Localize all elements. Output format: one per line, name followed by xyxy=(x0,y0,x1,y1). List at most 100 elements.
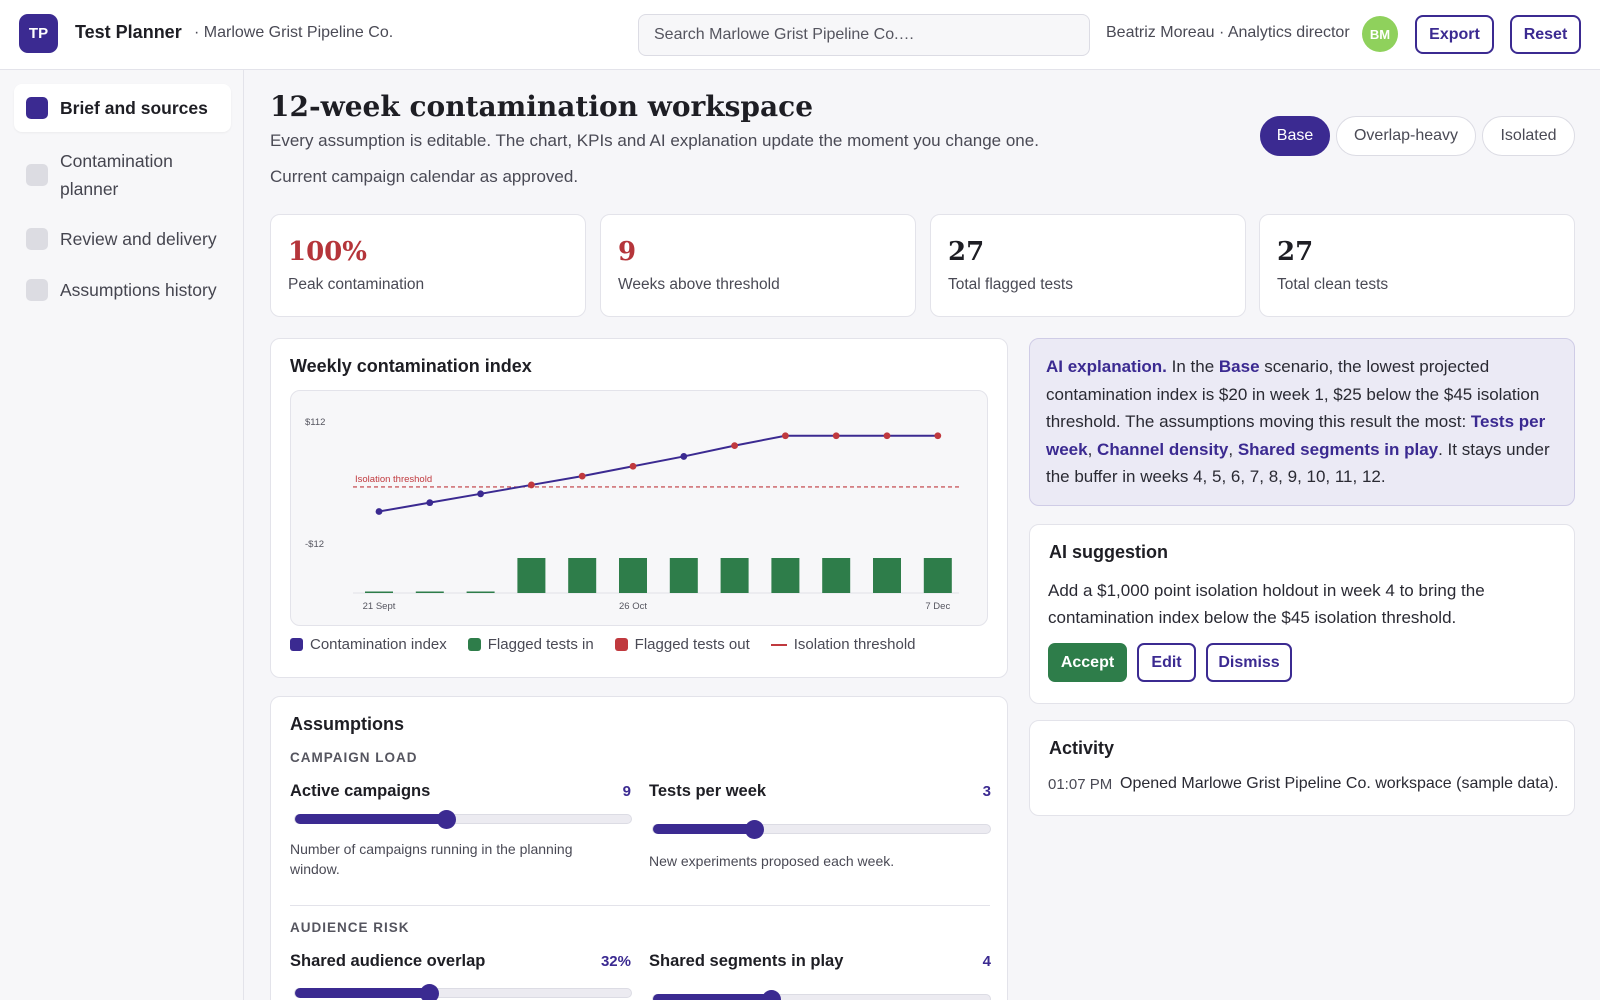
slider-fill xyxy=(653,824,755,834)
scenario-isolated-tab[interactable]: Isolated xyxy=(1482,116,1575,156)
accept-button[interactable]: Accept xyxy=(1048,643,1127,682)
user-name: Beatriz Moreau · Analytics director xyxy=(1106,24,1350,41)
tests-per-week-slider[interactable] xyxy=(652,820,991,839)
assumption-value-shared-audience-overlap: 32% xyxy=(600,953,631,970)
nav-marker-icon xyxy=(26,228,48,250)
scenario-overlap-heavy-tab[interactable]: Overlap-heavy xyxy=(1336,116,1476,156)
section-divider xyxy=(290,905,990,906)
ai-explanation-separator: , xyxy=(1228,439,1238,459)
slider-fill xyxy=(295,988,430,998)
bar-flagged-tests-in xyxy=(771,558,800,593)
assumptions-card: Assumptions CAMPAIGN LOAD Active campaig… xyxy=(270,696,1008,1000)
threshold-label: Isolation threshold xyxy=(355,474,432,485)
kpi-value: 100% xyxy=(288,237,367,267)
chart-title: Weekly contamination index xyxy=(290,356,532,376)
sidebar-item-label: Contamination planner xyxy=(60,151,173,199)
legend-line-icon xyxy=(770,643,787,646)
assumption-label-shared-audience-overlap: Shared audience overlap xyxy=(290,952,486,970)
sidebar-item-assumptions-history[interactable]: Assumptions history xyxy=(14,266,231,314)
legend-label: Flagged tests in xyxy=(487,636,594,653)
dismiss-button[interactable]: Dismiss xyxy=(1206,643,1292,682)
sidebar-item-contamination-planner[interactable]: Contamination planner xyxy=(14,145,231,205)
point-contamination-index xyxy=(528,481,535,489)
legend-label: Isolation threshold xyxy=(793,636,916,653)
activity-time: 01:07 PM xyxy=(1048,776,1113,793)
x-tick-label: 26 Oct xyxy=(619,601,647,612)
bar-flagged-tests-in xyxy=(720,558,749,593)
ai-suggestion-text: Add a $1,000 point isolation holdout in … xyxy=(1048,581,1485,627)
ai-explanation-lead: AI explanation. xyxy=(1046,357,1167,376)
kpi-card-weeks-above-threshold: 9 Weeks above threshold xyxy=(600,214,916,317)
bar-flagged-tests-in xyxy=(466,591,495,593)
assumption-value-tests-per-week: 3 xyxy=(982,783,991,800)
reset-button[interactable]: Reset xyxy=(1510,15,1581,54)
nav-marker-icon xyxy=(26,164,48,186)
ai-explanation-text: . It stays under the buffer in weeks 4, … xyxy=(1046,439,1550,487)
slider-thumb[interactable] xyxy=(761,990,781,1000)
legend-item-flagged-tests-out[interactable]: Flagged tests out xyxy=(614,636,750,653)
point-contamination-index xyxy=(477,490,484,498)
activity-text: Opened Marlowe Grist Pipeline Co. worksp… xyxy=(1120,775,1559,792)
ai-explanation-text: scenario, the lowest projected contamina… xyxy=(1046,357,1540,431)
export-button[interactable]: Export xyxy=(1415,15,1494,54)
shared-segments-in-play-slider[interactable] xyxy=(652,990,991,1000)
ai-explanation-driver-link[interactable]: Channel density xyxy=(1097,439,1229,459)
legend-swatch-icon xyxy=(467,638,481,651)
x-tick-label: 21 Sept xyxy=(363,601,396,612)
shared-audience-overlap-slider[interactable] xyxy=(294,984,632,1000)
kpi-value: 27 xyxy=(1277,237,1314,267)
page-note: Current campaign calendar as approved. xyxy=(270,167,579,186)
ai-suggestion-title: AI suggestion xyxy=(1049,542,1169,562)
nav-marker-icon xyxy=(26,97,48,119)
bar-flagged-tests-in xyxy=(822,558,851,593)
ai-suggestion-card: AI suggestion Add a $1,000 point isolati… xyxy=(1029,524,1575,704)
kpi-label: Total clean tests xyxy=(1277,276,1389,293)
section-label-campaign-load: CAMPAIGN LOAD xyxy=(290,750,418,765)
ai-explanation-separator: , xyxy=(1087,439,1098,459)
slider-thumb[interactable] xyxy=(437,810,457,829)
legend-item-contamination-index[interactable]: Contamination index xyxy=(290,636,447,653)
ai-explanation-driver-link[interactable]: Tests per week xyxy=(1046,412,1546,459)
chart-frame: $112 -$12 Isolation threshold 21 Sept 26 Oct… xyxy=(290,390,988,626)
nav-marker-icon xyxy=(26,279,48,301)
search-input[interactable] xyxy=(638,14,1090,56)
assumption-help-active-campaigns: Number of campaigns running in the plann… xyxy=(290,841,573,877)
client-name: · Marlowe Grist Pipeline Co. xyxy=(194,24,394,41)
avatar[interactable]: BM xyxy=(1362,16,1398,52)
app-logo[interactable]: TP xyxy=(19,14,58,53)
bar-flagged-tests-in xyxy=(923,558,952,593)
slider-thumb[interactable] xyxy=(420,984,440,1000)
kpi-label: Weeks above threshold xyxy=(618,276,780,293)
legend-label: Contamination index xyxy=(310,636,447,653)
legend-item-flagged-tests-in[interactable]: Flagged tests in xyxy=(467,636,594,653)
ai-explanation-driver-link[interactable]: Shared segments in play xyxy=(1237,439,1439,459)
kpi-value: 27 xyxy=(948,237,985,267)
sidebar-item-label: Assumptions history xyxy=(60,280,217,300)
point-contamination-index xyxy=(426,499,434,507)
edit-button[interactable]: Edit xyxy=(1137,643,1196,682)
activity-card: Activity 01:07 PM Opened Marlowe Grist P… xyxy=(1029,720,1575,816)
active-campaigns-slider[interactable] xyxy=(294,810,632,829)
kpi-card-total-flagged-tests: 27 Total flagged tests xyxy=(930,214,1246,317)
bar-flagged-tests-in xyxy=(568,558,597,593)
y-tick-label: $112 xyxy=(305,417,325,428)
legend-label: Flagged tests out xyxy=(634,636,750,653)
assumption-value-active-campaigns: 9 xyxy=(622,783,631,800)
bar-flagged-tests-in xyxy=(669,558,698,593)
scenario-base-tab[interactable]: Base xyxy=(1260,116,1330,156)
activity-title: Activity xyxy=(1049,738,1115,758)
kpi-card-peak-contamination: 100% Peak contamination xyxy=(270,214,586,317)
legend-item-isolation-threshold[interactable]: Isolation threshold xyxy=(770,636,916,653)
bar-flagged-tests-in xyxy=(873,558,901,593)
point-contamination-index xyxy=(629,462,637,470)
slider-thumb[interactable] xyxy=(745,820,765,839)
x-tick-label: 7 Dec xyxy=(925,601,950,612)
ai-explanation-text: In the xyxy=(1166,357,1219,376)
point-contamination-index xyxy=(934,432,942,440)
ai-explanation-panel: AI explanation. In the Base scenario, th… xyxy=(1029,338,1575,506)
sidebar-item-brief-and-sources[interactable]: Brief and sources xyxy=(14,84,231,132)
legend-swatch-icon xyxy=(290,638,303,651)
sidebar-item-review-and-delivery[interactable]: Review and delivery xyxy=(14,215,231,263)
point-contamination-index xyxy=(578,472,586,480)
kpi-label: Peak contamination xyxy=(288,276,425,293)
